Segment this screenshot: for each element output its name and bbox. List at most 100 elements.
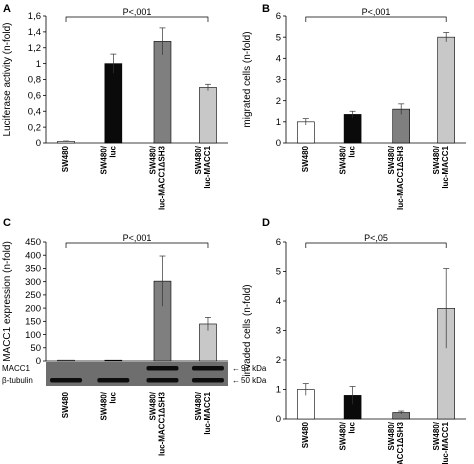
bar bbox=[343, 114, 362, 144]
panel-b: B 0 1 2 3 4 5 6 migrated cells (n-fold) SW480 SW48… bbox=[242, 3, 466, 210]
blot-band bbox=[146, 366, 179, 371]
category-label: SW480/luc-MACC1ΔSH3 bbox=[387, 421, 405, 464]
y-tick-label: 6 bbox=[276, 11, 281, 22]
category-label-line: luc-MACC1ΔSH3 bbox=[396, 421, 405, 464]
panel-d: D 0 1 2 3 4 5 6 invaded cells (n-fold) SW480 SW480… bbox=[242, 217, 466, 464]
y-tick-label: 0,6 bbox=[28, 91, 41, 102]
category-label-line: SW480/ bbox=[194, 145, 203, 174]
blot-band bbox=[50, 378, 83, 383]
y-tick-label: 1 bbox=[36, 59, 41, 70]
significance-bracket bbox=[65, 16, 209, 22]
bar bbox=[153, 41, 172, 144]
y-tick-label: 250 bbox=[25, 290, 41, 301]
category-label: SW480/luc bbox=[99, 391, 117, 420]
category-label-line: luc-MACC1 bbox=[441, 145, 450, 188]
bar bbox=[296, 121, 315, 144]
y-tick-label: 200 bbox=[25, 303, 41, 314]
category-label-line: SW480/ bbox=[148, 391, 157, 420]
significance-label: P<,001 bbox=[362, 7, 391, 17]
bar bbox=[104, 359, 123, 362]
y-axis-title: MACC1 expression (n-fold) bbox=[2, 241, 13, 362]
category-label-line: SW480 bbox=[301, 145, 310, 172]
y-tick-label: 1,6 bbox=[28, 11, 41, 22]
panel-letter: C bbox=[3, 217, 11, 229]
category-label: SW480/luc-MACC1 bbox=[194, 145, 212, 188]
bar bbox=[199, 87, 217, 144]
western-blot: MACC1 ← 97 kDa β-tubulin ← 50 kDa bbox=[2, 362, 267, 386]
y-tick-label: 0,8 bbox=[28, 75, 41, 86]
category-label-line: SW480 bbox=[61, 391, 70, 418]
category-label: SW480/luc-MACC1ΔSH3 bbox=[148, 391, 166, 456]
y-tick-label: 0 bbox=[276, 414, 281, 425]
category-label: SW480/luc-MACC1ΔSH3 bbox=[387, 145, 405, 210]
category-label-line: SW480 bbox=[61, 145, 70, 172]
category-label: SW480 bbox=[301, 145, 310, 172]
y-tick-label: 0 bbox=[36, 356, 41, 367]
panel-c: C 0 50 100 150 200 250 300 350 400 450 MACC1 expres… bbox=[2, 217, 267, 456]
blot-band bbox=[97, 378, 130, 383]
category-label: SW480/luc-MACC1 bbox=[432, 145, 450, 188]
blot-band bbox=[191, 366, 224, 371]
blot-arrow: ← bbox=[232, 376, 240, 385]
category-label: SW480 bbox=[61, 391, 70, 418]
category-label-line: luc bbox=[108, 391, 117, 403]
category-label: SW480/luc-MACC1ΔSH3 bbox=[148, 145, 166, 210]
y-tick-label: 400 bbox=[25, 250, 41, 261]
category-label-line: SW480/ bbox=[387, 145, 396, 174]
category-label-line: luc bbox=[348, 421, 357, 433]
category-label-line: luc bbox=[348, 145, 357, 157]
category-label-line: luc-MACC1ΔSH3 bbox=[157, 391, 166, 456]
y-tick-label: 0 bbox=[276, 138, 281, 149]
y-tick-label: 3 bbox=[276, 326, 281, 337]
blot-marker: 97 kDa bbox=[241, 364, 267, 373]
y-tick-label: 0,4 bbox=[28, 106, 41, 117]
y-tick-label: 3 bbox=[276, 75, 281, 86]
blot-arrow: ← bbox=[232, 364, 240, 373]
y-axis-title: invaded cells (n-fold) bbox=[242, 284, 253, 376]
significance-label: P<,001 bbox=[123, 233, 152, 243]
category-label: SW480/luc bbox=[339, 145, 357, 174]
y-tick-label: 0 bbox=[36, 138, 41, 149]
y-tick-label: 50 bbox=[30, 343, 41, 354]
blot-row-label: β-tubulin bbox=[2, 376, 33, 385]
category-label-line: luc-MACC1 bbox=[441, 421, 450, 464]
y-tick-label: 1 bbox=[276, 117, 281, 128]
y-tick-label: 0,2 bbox=[28, 122, 41, 133]
category-label: SW480 bbox=[61, 145, 70, 172]
y-axis-title: Luciferase activity (n-fold) bbox=[2, 23, 13, 137]
blot-marker: 50 kDa bbox=[241, 376, 267, 385]
y-tick-label: 300 bbox=[25, 277, 41, 288]
category-label-line: SW480/ bbox=[432, 421, 441, 450]
category-label-line: luc-MACC1ΔSH3 bbox=[157, 145, 166, 210]
significance-bracket bbox=[305, 242, 447, 248]
y-tick-label: 1,4 bbox=[28, 27, 41, 38]
blot-row-label: MACC1 bbox=[2, 364, 31, 373]
bar bbox=[437, 36, 456, 144]
category-label-line: luc bbox=[108, 145, 117, 157]
category-label: SW480/luc bbox=[339, 421, 357, 450]
category-label-line: SW480/ bbox=[148, 145, 157, 174]
y-tick-label: 6 bbox=[276, 237, 281, 248]
panel-letter: D bbox=[262, 217, 270, 229]
significance-label: P<,05 bbox=[364, 233, 388, 243]
y-axis-title: migrated cells (n-fold) bbox=[242, 31, 253, 127]
category-label-line: luc-MACC1ΔSH3 bbox=[396, 145, 405, 210]
panel-letter: B bbox=[262, 3, 270, 15]
category-label-line: SW480/ bbox=[339, 145, 348, 174]
y-tick-label: 5 bbox=[276, 267, 281, 278]
category-label-line: SW480/ bbox=[387, 421, 396, 450]
category-label-line: luc-MACC1 bbox=[203, 391, 212, 434]
y-tick-label: 4 bbox=[276, 54, 281, 65]
category-label-line: SW480/ bbox=[99, 391, 108, 420]
y-tick-label: 2 bbox=[276, 96, 281, 107]
bar bbox=[104, 63, 123, 144]
y-tick-label: 4 bbox=[276, 296, 281, 307]
significance-label: P<,001 bbox=[123, 7, 152, 17]
category-label-line: SW480/ bbox=[339, 421, 348, 450]
category-label: SW480/luc-MACC1 bbox=[432, 421, 450, 464]
y-tick-label: 450 bbox=[25, 237, 41, 248]
y-tick-label: 1,2 bbox=[28, 43, 41, 54]
significance-bracket bbox=[65, 242, 209, 248]
bar bbox=[57, 359, 75, 362]
